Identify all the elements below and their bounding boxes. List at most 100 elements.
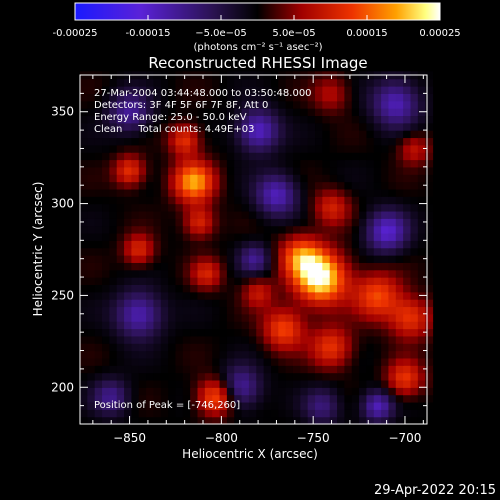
heatmap-cell: [124, 247, 132, 256]
heatmap-cell: [410, 122, 419, 131]
heatmap-cell: [248, 93, 257, 102]
heatmap-cell: [381, 372, 390, 381]
heatmap-cell: [410, 343, 419, 352]
heatmap-cell: [138, 357, 147, 366]
heatmap-cell: [270, 262, 279, 271]
heatmap-cell: [388, 122, 397, 131]
heatmap-cell: [410, 166, 419, 175]
heatmap-cell: [160, 181, 169, 190]
heatmap-cell: [388, 174, 397, 183]
heatmap-cell: [307, 379, 316, 388]
heatmap-cell: [337, 108, 345, 117]
heatmap-cell: [241, 379, 250, 388]
heatmap-cell: [212, 108, 221, 117]
heatmap-cell: [300, 409, 309, 418]
heatmap-cell: [403, 115, 412, 124]
heatmap-cell: [175, 137, 184, 146]
heatmap-cell: [285, 247, 294, 256]
heatmap-cell: [175, 218, 184, 227]
heatmap-cell: [175, 166, 184, 175]
heatmap-cell: [102, 328, 110, 337]
heatmap-cell: [337, 240, 345, 249]
heatmap-cell: [410, 218, 419, 227]
heatmap-cell: [410, 240, 419, 249]
heatmap-cell: [322, 269, 331, 278]
heatmap-cell: [322, 181, 331, 190]
heatmap-cell: [329, 409, 338, 418]
heatmap-cell: [351, 218, 360, 227]
heatmap-cell: [226, 394, 235, 403]
heatmap-cell: [138, 284, 147, 293]
heatmap-cell: [292, 365, 301, 374]
heatmap-cell: [248, 335, 257, 344]
heatmap-cell: [410, 232, 419, 241]
heatmap-cell: [212, 122, 221, 131]
heatmap-cell: [256, 210, 265, 219]
heatmap-cell: [263, 306, 272, 315]
heatmap-cell: [388, 86, 397, 94]
heatmap-cell: [395, 255, 404, 263]
heatmap-cell: [248, 100, 257, 109]
heatmap-cell: [204, 166, 213, 175]
heatmap-cell: [168, 343, 177, 352]
heatmap-cell: [197, 108, 206, 117]
heatmap-cell: [197, 284, 206, 293]
heatmap-cell: [197, 335, 206, 344]
heatmap-cell: [109, 137, 118, 146]
heatmap-cell: [87, 174, 96, 183]
heatmap-cell: [234, 306, 243, 315]
heatmap-cell: [388, 78, 397, 87]
heatmap-cell: [351, 277, 360, 285]
heatmap-cell: [197, 218, 206, 227]
heatmap-cell: [359, 365, 368, 374]
heatmap-cell: [94, 387, 103, 396]
heatmap-cell: [292, 137, 301, 146]
heatmap-cell: [87, 262, 96, 271]
heatmap-cell: [263, 108, 272, 117]
heatmap-cell: [204, 409, 213, 418]
heatmap-cell: [175, 78, 184, 87]
heatmap-cell: [109, 343, 118, 352]
heatmap-cell: [138, 115, 147, 124]
heatmap-cell: [182, 269, 191, 278]
heatmap-cell: [146, 401, 155, 410]
heatmap-cell: [329, 299, 338, 308]
heatmap-cell: [322, 93, 331, 102]
heatmap-cell: [366, 159, 375, 168]
heatmap-cell: [116, 328, 125, 337]
heatmap-cell: [256, 394, 265, 403]
heatmap-cell: [256, 203, 265, 212]
heatmap-cell: [109, 321, 118, 330]
heatmap-cell: [300, 159, 309, 168]
heatmap-cell: [359, 137, 368, 146]
heatmap-cell: [116, 100, 125, 109]
heatmap-cell: [285, 335, 294, 344]
heatmap-cell: [403, 343, 412, 352]
heatmap-cell: [153, 394, 162, 403]
heatmap-cell: [190, 372, 199, 381]
heatmap-cell: [417, 174, 426, 183]
heatmap-cell: [234, 240, 243, 249]
heatmap-cell: [417, 100, 426, 109]
heatmap-cell: [337, 203, 345, 212]
heatmap-cell: [395, 210, 404, 219]
heatmap-cell: [168, 152, 177, 161]
heatmap-cell: [256, 232, 265, 241]
heatmap-cell: [124, 240, 132, 249]
annotation-detectors: Detectors: 3F 4F 5F 6F 7F 8F, Att 0: [94, 100, 268, 111]
heatmap-cell: [168, 357, 177, 366]
heatmap-cell: [395, 196, 404, 205]
heatmap-cell: [109, 335, 118, 344]
heatmap-cell: [248, 277, 257, 285]
heatmap-cell: [138, 152, 147, 161]
heatmap-cell: [153, 203, 162, 212]
heatmap-cell: [109, 188, 118, 197]
heatmap-cell: [300, 232, 309, 241]
heatmap-cell: [241, 174, 250, 183]
heatmap-cell: [146, 372, 155, 381]
heatmap-cell: [219, 181, 228, 190]
heatmap-cell: [417, 196, 426, 205]
heatmap-cell: [138, 122, 147, 131]
heatmap-cell: [256, 299, 265, 308]
heatmap-cell: [168, 108, 177, 117]
